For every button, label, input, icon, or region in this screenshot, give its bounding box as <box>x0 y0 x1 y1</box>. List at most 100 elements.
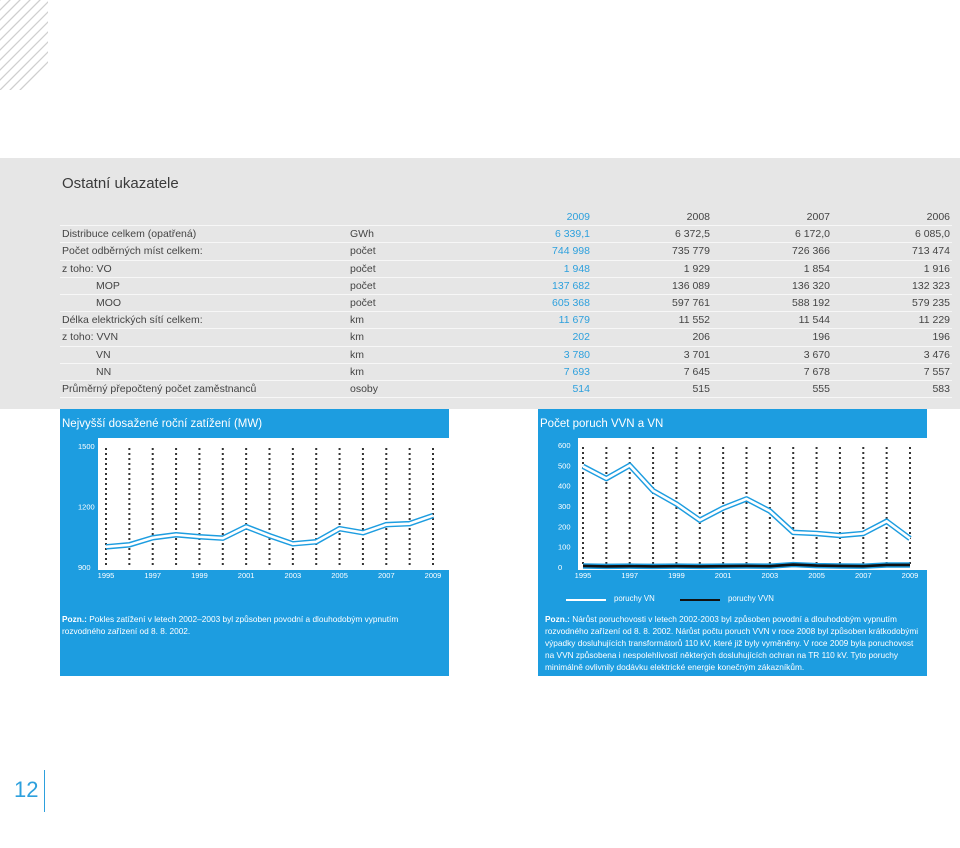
table-row: NN km 7 693 7 645 7 678 7 557 <box>60 363 952 381</box>
row-value: 6 372,5 <box>592 225 712 244</box>
row-label: MOO <box>60 294 348 313</box>
row-value: 206 <box>592 328 712 347</box>
y-tick-label: 200 <box>558 522 571 531</box>
faults-chart-note: Pozn.: Nárůst poruchovosti v letech 2002… <box>545 614 919 672</box>
x-tick-label: 1995 <box>98 571 115 580</box>
row-value: 3 476 <box>832 346 952 364</box>
row-unit: GWh <box>348 225 472 244</box>
row-value: 7 693 <box>472 363 592 381</box>
y-tick-label: 100 <box>558 543 571 552</box>
table-row: Délka elektrických sítí celkem: km 11 679 1… <box>60 311 952 330</box>
faults-chart-title: Počet poruch VVN a VN <box>540 418 664 430</box>
page-number-rule <box>44 770 45 812</box>
table-row: z toho: VVN km 202 206 196 196 <box>60 328 952 347</box>
row-value: 1 948 <box>472 260 592 278</box>
row-value: 726 366 <box>712 242 832 261</box>
row-value: 196 <box>712 328 832 347</box>
row-value: 597 761 <box>592 294 712 313</box>
row-unit: počet <box>348 294 472 313</box>
table-row: Počet odběrných míst celkem: počet 744 998… <box>60 242 952 261</box>
x-tick-label: 1997 <box>144 571 161 580</box>
row-label: VN <box>60 346 348 364</box>
row-value: 515 <box>592 380 712 399</box>
load-line-chart: 900 1200 1500 1995 1997 1999 2001 2003 2005 2007 2… <box>78 442 442 580</box>
row-value: 579 235 <box>832 294 952 313</box>
series-casing <box>105 512 434 550</box>
row-unit: počet <box>348 277 472 295</box>
legend-label-vvn: poruchy VVN <box>728 594 774 603</box>
row-value: 137 682 <box>472 277 592 295</box>
row-value: 11 544 <box>712 311 832 330</box>
year-header: 2008 <box>592 209 712 227</box>
row-unit: km <box>348 328 472 347</box>
x-tick-label: 2009 <box>902 571 919 580</box>
table-row: Průměrný přepočtený počet zaměstnanců oso… <box>60 380 952 399</box>
row-value: 202 <box>472 328 592 347</box>
row-value: 11 229 <box>832 311 952 330</box>
row-value: 6 339,1 <box>472 225 592 244</box>
x-tick-label: 1999 <box>191 571 208 580</box>
row-unit: počet <box>348 260 472 278</box>
x-tick-label: 2007 <box>855 571 872 580</box>
row-value: 7 678 <box>712 363 832 381</box>
series-line-0 <box>105 514 434 549</box>
row-value: 588 192 <box>712 294 832 313</box>
row-value: 583 <box>832 380 952 399</box>
row-value: 1 929 <box>592 260 712 278</box>
row-label: MOP <box>60 277 348 295</box>
row-label: NN <box>60 363 348 381</box>
row-label: Průměrný přepočtený počet zaměstnanců <box>60 380 348 399</box>
row-value: 136 089 <box>592 277 712 295</box>
row-unit: km <box>348 363 472 381</box>
y-tick-label: 400 <box>558 482 571 491</box>
table-row: VN km 3 780 3 701 3 670 3 476 <box>60 346 952 364</box>
row-value: 744 998 <box>472 242 592 261</box>
x-tick-label: 1999 <box>668 571 685 580</box>
x-tick-label: 1995 <box>575 571 592 580</box>
x-tick-label: 2005 <box>808 571 825 580</box>
table-row: MOP počet 137 682 136 089 136 320 132 323 <box>60 277 952 295</box>
row-value: 3 701 <box>592 346 712 364</box>
row-value: 735 779 <box>592 242 712 261</box>
load-chart-area <box>98 438 449 570</box>
row-value: 3 780 <box>472 346 592 364</box>
legend-label-vn: poruchy VN <box>614 594 655 603</box>
row-value: 555 <box>712 380 832 399</box>
row-value: 11 552 <box>592 311 712 330</box>
row-label: z toho: VO <box>60 260 348 278</box>
table-row: Distribuce celkem (opatřená) GWh 6 339,1 6 … <box>60 225 952 244</box>
x-tick-label: 2009 <box>425 571 442 580</box>
hatch-decoration <box>0 0 48 90</box>
table-header-row: 2009 2008 2007 2006 <box>60 209 952 227</box>
x-tick-label: 2001 <box>715 571 732 580</box>
row-value: 1 854 <box>712 260 832 278</box>
row-value: 1 916 <box>832 260 952 278</box>
x-tick-label: 2001 <box>238 571 255 580</box>
row-label: z toho: VVN <box>60 328 348 347</box>
row-value: 196 <box>832 328 952 347</box>
legend-swatch-vn <box>566 599 606 601</box>
x-tick-label: 2007 <box>378 571 395 580</box>
row-value: 7 557 <box>832 363 952 381</box>
page-number: 12 <box>14 777 39 802</box>
section-title: Ostatní ukazatele <box>62 175 179 192</box>
row-value: 6 172,0 <box>712 225 832 244</box>
table-row: MOO počet 605 368 597 761 588 192 579 235 <box>60 294 952 313</box>
load-chart-note: Pozn.: Pokles zatížení v letech 2002–200… <box>62 614 399 636</box>
y-tick-label: 1500 <box>78 442 95 451</box>
year-header: 2009 <box>472 209 592 227</box>
row-value: 11 679 <box>472 311 592 330</box>
row-unit: km <box>348 346 472 364</box>
load-chart-title: Nejvyšší dosažené roční zatížení (MW) <box>62 418 263 430</box>
row-value: 605 368 <box>472 294 592 313</box>
row-value: 136 320 <box>712 277 832 295</box>
row-value: 132 323 <box>832 277 952 295</box>
row-value: 7 645 <box>592 363 712 381</box>
y-tick-label: 500 <box>558 461 571 470</box>
row-label: Počet odběrných míst celkem: <box>60 242 348 261</box>
row-value: 514 <box>472 380 592 399</box>
row-unit: osoby <box>348 380 472 399</box>
indicators-table: 2009 2008 2007 2006 Distribuce celkem (o… <box>60 209 952 399</box>
row-value: 3 670 <box>712 346 832 364</box>
x-tick-label: 2003 <box>762 571 779 580</box>
